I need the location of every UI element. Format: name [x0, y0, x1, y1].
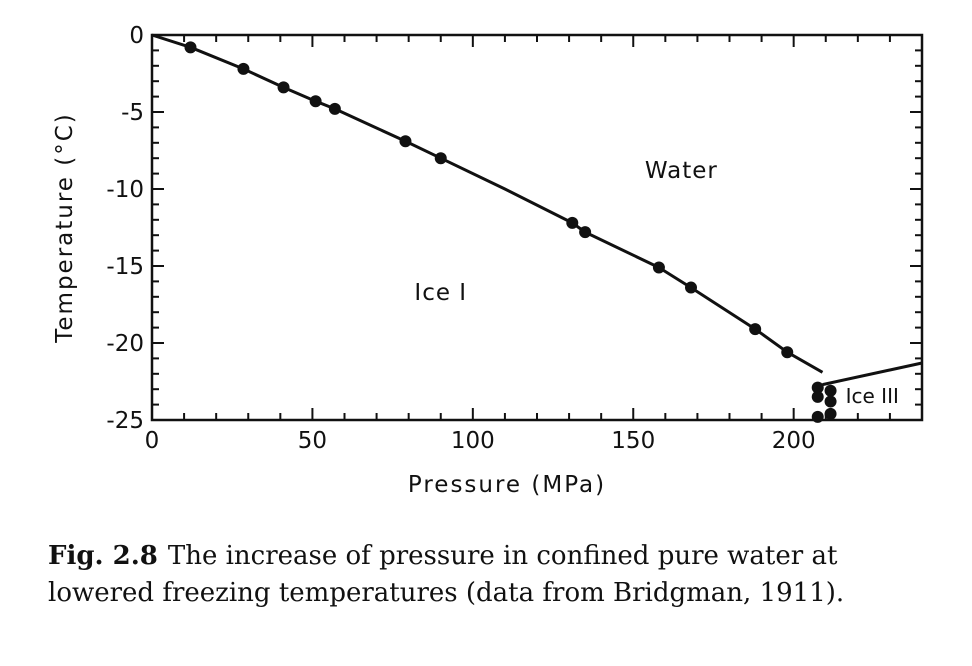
boundary-data-point	[824, 407, 837, 420]
boundary-data-point	[824, 384, 837, 397]
data-points	[184, 41, 837, 423]
y-tick-label: -10	[106, 177, 144, 203]
melting-curve-ice-iii	[822, 361, 923, 387]
data-point	[184, 41, 197, 54]
data-point	[579, 226, 592, 239]
y-axis-label: Temperature (°C)	[52, 112, 78, 344]
data-point	[685, 281, 697, 294]
axes	[150, 33, 924, 422]
region-label-ice-i: Ice I	[414, 280, 467, 306]
curves	[151, 33, 923, 387]
x-tick-label: 150	[611, 428, 655, 454]
region-label-water: Water	[645, 158, 718, 184]
caption-figure-number: Fig. 2.8	[48, 541, 158, 571]
data-point	[566, 216, 579, 229]
x-tick-label: 50	[298, 428, 327, 454]
data-point	[399, 135, 412, 148]
data-point	[328, 102, 341, 115]
x-tick-label: 0	[145, 428, 160, 454]
data-point	[237, 62, 250, 75]
caption-text: The increase of pressure in confined pur…	[48, 541, 845, 608]
x-tick-label: 200	[772, 428, 816, 454]
x-tick-label: 100	[451, 428, 495, 454]
y-tick-label: -25	[106, 408, 144, 434]
y-tick-label: -20	[106, 331, 144, 357]
x-axis-label: Pressure (MPa)	[408, 472, 606, 498]
data-point	[277, 81, 290, 94]
y-tick-label: -15	[106, 254, 144, 280]
phase-diagram-chart: 0 50 100 150 200 0 -5 -10 -15 -20 -25 Pressure (MPa…	[52, 23, 924, 498]
data-point	[781, 346, 794, 359]
melting-curve-ice-i	[151, 33, 824, 374]
data-point	[652, 261, 665, 274]
boundary-data-point	[811, 390, 824, 403]
figure-caption: Fig. 2.8 The increase of pressure in conf…	[48, 538, 948, 612]
data-point	[749, 323, 762, 336]
y-tick-label: -5	[121, 100, 144, 126]
chart-text: 0 50 100 150 200 0 -5 -10 -15 -20 -25 Pressure (MPa…	[52, 23, 899, 498]
region-label-ice-iii: Ice III	[846, 384, 899, 408]
y-tick-label: 0	[129, 23, 144, 49]
boundary-data-point	[811, 381, 824, 394]
boundary-data-point	[824, 395, 837, 408]
data-point	[309, 95, 322, 108]
boundary-data-point	[811, 410, 824, 423]
data-point	[434, 152, 447, 165]
